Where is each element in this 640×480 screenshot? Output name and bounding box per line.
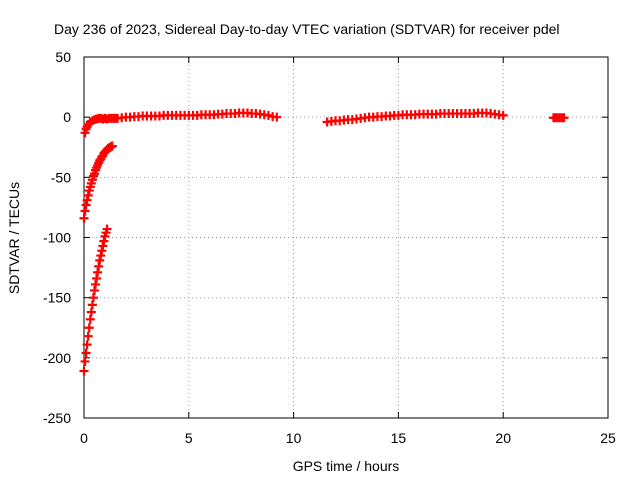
- x-axis: 0 5 10 15 20 25: [80, 57, 616, 446]
- data-points: [79, 108, 569, 376]
- series-0: [80, 108, 282, 138]
- x-tick-label: 20: [495, 430, 511, 446]
- data-point: [102, 224, 112, 234]
- data-point: [263, 110, 273, 120]
- data-point: [80, 356, 90, 366]
- x-axis-label: GPS time / hours: [293, 458, 400, 474]
- data-point: [498, 110, 508, 120]
- series-1: [322, 108, 508, 127]
- data-point: [107, 141, 117, 151]
- series-3: [79, 141, 117, 223]
- y-tick-label: -200: [43, 350, 71, 366]
- x-tick-label: 5: [185, 430, 193, 446]
- x-tick-label: 25: [600, 430, 616, 446]
- y-tick-label: -100: [43, 230, 71, 246]
- y-tick-label: -50: [51, 169, 71, 185]
- y-tick-label: 50: [55, 49, 71, 65]
- series-2: [549, 113, 569, 123]
- series-4: [79, 224, 112, 376]
- data-point: [272, 112, 282, 122]
- data-point: [82, 340, 92, 350]
- x-tick-label: 10: [286, 430, 302, 446]
- y-tick-label: -250: [43, 410, 71, 426]
- y-axis-label: SDTVAR / TECUs: [6, 182, 22, 294]
- y-tick-label: 0: [63, 109, 71, 125]
- data-point: [83, 331, 93, 341]
- chart-title: Day 236 of 2023, Sidereal Day-to-day VTE…: [54, 21, 560, 37]
- x-tick-label: 15: [391, 430, 407, 446]
- data-point: [81, 348, 91, 358]
- x-tick-label: 0: [80, 430, 88, 446]
- data-point: [559, 113, 569, 123]
- y-tick-label: -150: [43, 290, 71, 306]
- data-point: [79, 366, 89, 376]
- data-point: [84, 323, 94, 333]
- y-axis: 50 0 -50 -100 -150 -200 -250: [43, 49, 608, 426]
